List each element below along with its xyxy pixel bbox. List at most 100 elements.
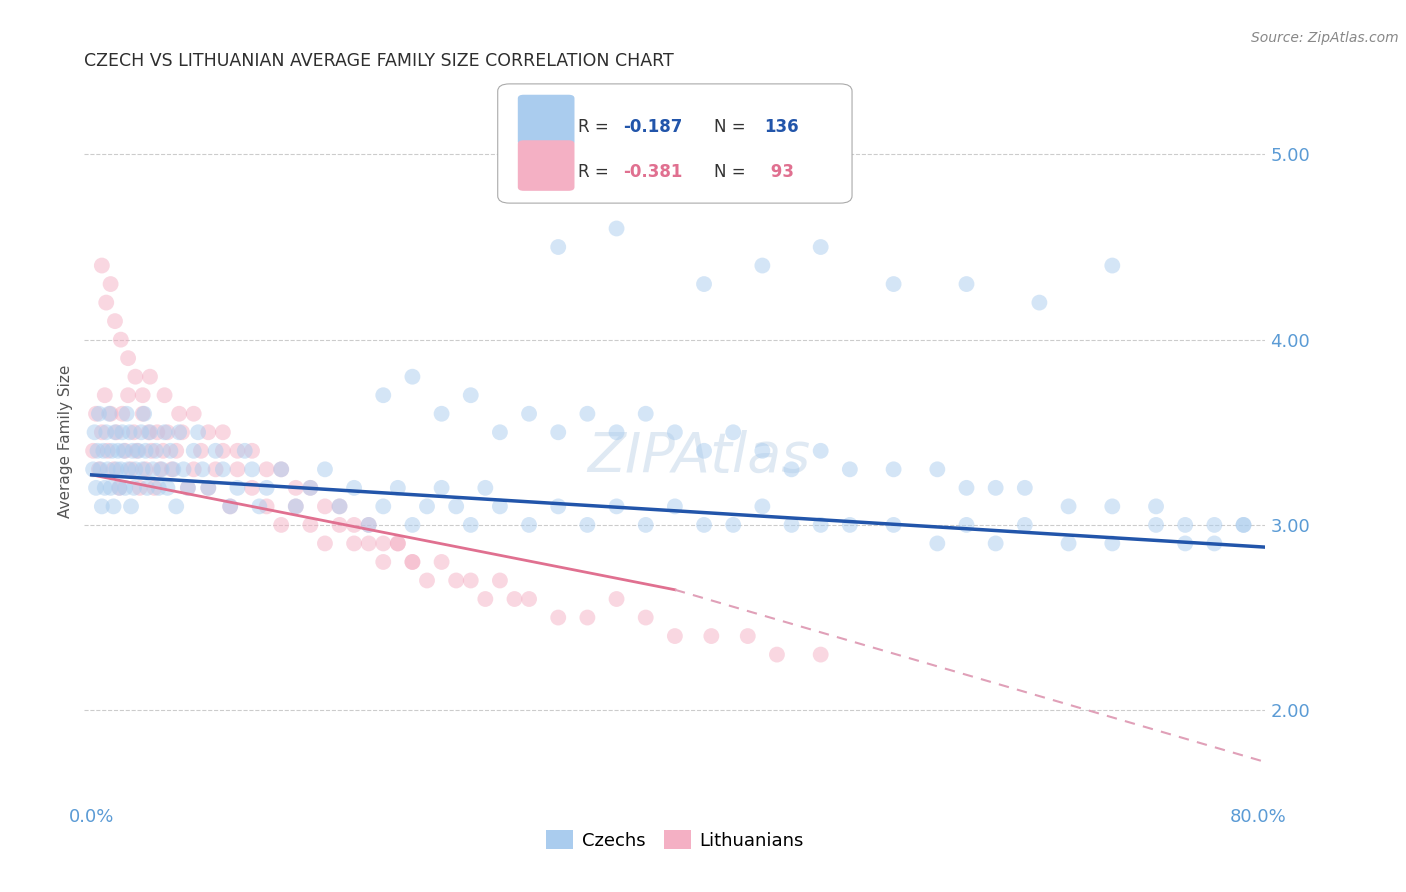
Point [1232, 517, 1254, 532]
Point [150, 462, 173, 476]
Point [142, 462, 165, 476]
Point [751, 259, 773, 273]
Point [838, 462, 860, 476]
Point [100, 481, 122, 495]
Point [115, 407, 138, 421]
Point [122, 481, 145, 495]
Point [1174, 517, 1197, 532]
Point [373, 500, 395, 514]
Point [173, 462, 195, 476]
Point [517, 592, 540, 607]
Point [226, 462, 249, 476]
Point [517, 517, 540, 532]
Point [135, 443, 157, 458]
Point [343, 517, 366, 532]
Point [838, 517, 860, 532]
Text: ZIPAtlas: ZIPAtlas [586, 429, 810, 483]
Point [606, 500, 628, 514]
Text: 93: 93 [765, 163, 793, 181]
Point [780, 462, 803, 476]
Point [547, 500, 569, 514]
Point [145, 443, 167, 458]
Point [103, 500, 125, 514]
Point [299, 481, 322, 495]
Point [105, 462, 128, 476]
Point [401, 517, 423, 532]
Point [111, 407, 134, 421]
Point [96, 425, 118, 440]
Point [284, 500, 307, 514]
Point [1101, 259, 1123, 273]
Point [606, 221, 628, 235]
FancyBboxPatch shape [517, 95, 575, 145]
Point [117, 351, 139, 366]
Point [1028, 295, 1050, 310]
Point [693, 443, 716, 458]
Point [955, 517, 977, 532]
Point [177, 481, 200, 495]
Point [751, 500, 773, 514]
Point [700, 629, 723, 643]
Y-axis label: Average Family Size: Average Family Size [58, 365, 73, 518]
Point [810, 648, 832, 662]
Point [97, 462, 120, 476]
Point [693, 277, 716, 291]
Point [256, 462, 278, 476]
Point [1144, 517, 1167, 532]
Point [634, 610, 657, 624]
Point [270, 517, 292, 532]
FancyBboxPatch shape [498, 84, 852, 203]
Point [766, 648, 789, 662]
Point [927, 536, 949, 550]
Point [284, 500, 307, 514]
Point [162, 462, 184, 476]
Point [226, 481, 249, 495]
Point [927, 462, 949, 476]
Point [474, 481, 496, 495]
Point [721, 425, 744, 440]
Point [114, 443, 136, 458]
Point [634, 407, 657, 421]
Point [576, 407, 599, 421]
Point [444, 500, 467, 514]
Point [138, 425, 160, 440]
Point [489, 500, 512, 514]
Point [460, 517, 482, 532]
Point [110, 462, 132, 476]
Point [98, 407, 121, 421]
Point [148, 481, 170, 495]
Point [284, 481, 307, 495]
Point [114, 481, 136, 495]
Point [430, 555, 453, 569]
Point [883, 462, 905, 476]
Point [328, 517, 350, 532]
Point [387, 481, 409, 495]
Point [165, 443, 187, 458]
Point [111, 425, 134, 440]
Point [149, 462, 172, 476]
Point [108, 481, 131, 495]
Point [1101, 536, 1123, 550]
Point [120, 500, 142, 514]
Point [1144, 500, 1167, 514]
Point [547, 240, 569, 254]
Point [183, 407, 205, 421]
Point [117, 388, 139, 402]
Point [165, 500, 187, 514]
Point [219, 500, 242, 514]
Point [373, 388, 395, 402]
Point [240, 462, 263, 476]
Point [141, 443, 163, 458]
Point [373, 536, 395, 550]
Point [430, 407, 453, 421]
Point [517, 407, 540, 421]
Point [87, 407, 110, 421]
Point [984, 536, 1007, 550]
Point [256, 500, 278, 514]
Point [107, 443, 129, 458]
Point [167, 407, 190, 421]
Point [219, 500, 242, 514]
Point [810, 517, 832, 532]
Point [240, 481, 263, 495]
Point [737, 629, 759, 643]
